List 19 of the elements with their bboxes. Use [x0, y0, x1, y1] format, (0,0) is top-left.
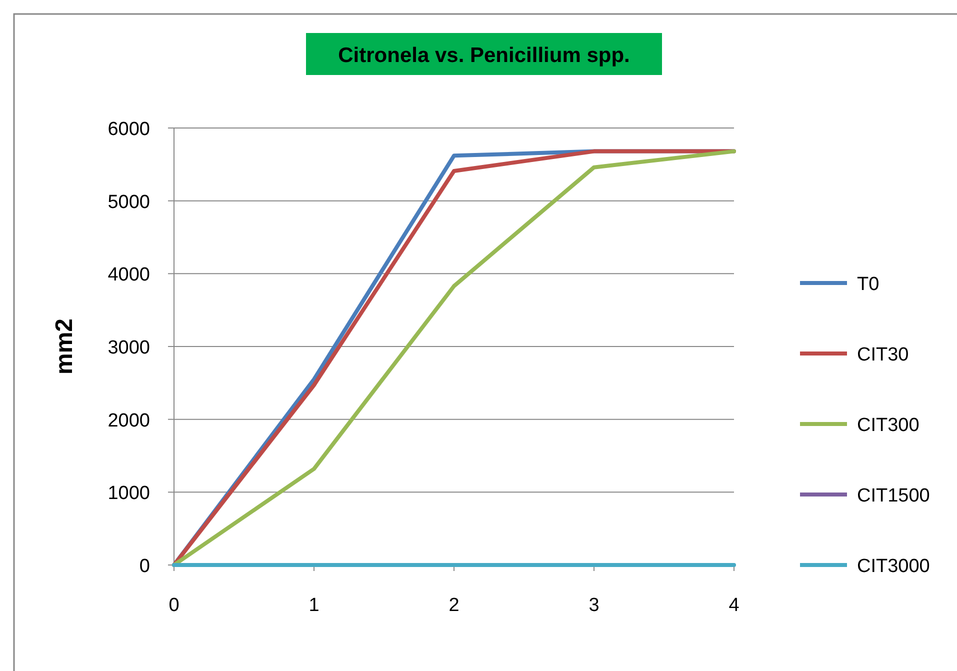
y-tick-label: 0: [139, 556, 150, 577]
x-tick-label: 4: [728, 595, 740, 616]
x-tick-label: 2: [448, 595, 460, 616]
legend-label: CIT3000: [857, 556, 930, 577]
y-tick-label: 1000: [108, 483, 150, 504]
y-tick-label: 3000: [108, 338, 150, 358]
chart-title: Citronela vs. Penicillium spp.: [338, 44, 630, 67]
legend-label: CIT30: [857, 344, 909, 366]
y-tick-label: 5000: [108, 192, 150, 213]
y-tick-label: 6000: [108, 119, 150, 140]
y-axis-title: mm2: [51, 318, 78, 375]
legend-label: T0: [857, 274, 880, 295]
x-tick-label: 1: [308, 595, 320, 616]
x-tick-label: 0: [168, 595, 180, 616]
y-tick-label: 4000: [108, 264, 150, 286]
x-tick-label: 3: [588, 595, 600, 616]
legend-label: CIT300: [857, 415, 920, 436]
y-tick-label: 2000: [108, 410, 150, 432]
legend-label: CIT1500: [857, 486, 930, 506]
